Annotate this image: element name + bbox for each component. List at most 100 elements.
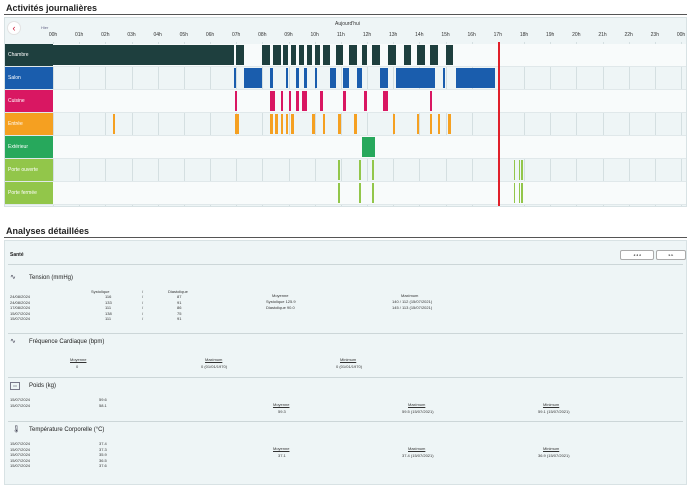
activity-segment[interactable] [521, 160, 523, 180]
timeline-row: Entrée [5, 113, 686, 136]
activity-segment[interactable] [429, 114, 433, 134]
activity-segment[interactable] [338, 160, 340, 180]
activity-segment[interactable] [429, 45, 438, 65]
activity-segment[interactable] [448, 114, 451, 134]
activity-segment[interactable] [364, 91, 367, 111]
activity-segment[interactable] [270, 68, 273, 88]
activity-segment[interactable] [380, 68, 388, 88]
poids-minimum-label: Minimum [543, 402, 560, 407]
hour-tick: 09h [284, 32, 293, 38]
current-time-marker [497, 42, 500, 206]
activity-segment[interactable] [343, 68, 349, 88]
hour-gridline [367, 42, 368, 206]
activity-segment[interactable] [338, 114, 341, 134]
activity-segment[interactable] [312, 114, 315, 134]
activity-timeline: ‹ Hier Aujourd'hui 00h 01h 02h 03h 04h 05h 06h… [4, 17, 687, 207]
activity-segment[interactable] [513, 160, 516, 180]
activity-segment[interactable] [416, 45, 425, 65]
activity-segment[interactable] [353, 114, 357, 134]
hour-tick: 15h [441, 32, 450, 38]
tension-diastolic: 86 [177, 305, 182, 311]
activity-segment[interactable] [416, 114, 420, 134]
divider [8, 264, 683, 265]
activity-segment[interactable] [359, 160, 361, 180]
activity-segment[interactable] [359, 183, 361, 203]
activity-segment[interactable] [322, 114, 326, 134]
previous-day-label[interactable]: Hier [41, 25, 49, 30]
activity-segment[interactable] [403, 45, 412, 65]
activity-segment[interactable] [393, 114, 395, 134]
activity-segment[interactable] [244, 68, 263, 88]
activity-segment[interactable] [291, 45, 297, 65]
activity-segment[interactable] [521, 183, 523, 203]
activity-segment[interactable] [291, 114, 294, 134]
activity-segment[interactable] [322, 45, 331, 65]
activity-segment[interactable] [234, 114, 238, 134]
activity-segment[interactable] [285, 114, 289, 134]
activity-segment[interactable] [296, 68, 299, 88]
activity-segment[interactable] [455, 68, 496, 88]
activity-segment[interactable] [275, 114, 279, 134]
activity-segment[interactable] [298, 45, 305, 65]
activity-segment[interactable] [372, 183, 374, 203]
temperature-value: 37.6 [99, 463, 107, 469]
activity-segment[interactable] [442, 68, 446, 88]
activity-segment[interactable] [314, 68, 318, 88]
tension-systolic: 111 [105, 316, 112, 322]
activity-segment[interactable] [280, 114, 284, 134]
activity-segment[interactable] [372, 160, 374, 180]
activity-segment[interactable] [280, 91, 284, 111]
activity-segment[interactable] [382, 91, 388, 111]
hour-gridline [53, 42, 54, 206]
tension-moyenne-dia: Diastolique 90.0 [266, 305, 295, 310]
activity-segment[interactable] [53, 45, 234, 65]
activity-segment[interactable] [296, 91, 299, 111]
activity-segment[interactable] [330, 68, 336, 88]
activity-segment[interactable] [270, 91, 276, 111]
activity-segment[interactable] [395, 68, 436, 88]
activity-segment[interactable] [113, 114, 115, 134]
hour-gridline [288, 42, 290, 206]
activity-segment[interactable] [437, 114, 441, 134]
activity-segment[interactable] [361, 137, 375, 157]
activity-segment[interactable] [270, 114, 273, 134]
activity-segment[interactable] [288, 91, 292, 111]
activity-segment[interactable] [518, 160, 521, 180]
activity-segment[interactable] [301, 91, 307, 111]
tension-separator: / [142, 305, 144, 311]
hour-gridline [654, 42, 656, 206]
tab-sante[interactable]: Santé [10, 252, 24, 258]
activity-segment[interactable] [272, 45, 281, 65]
activity-segment[interactable] [429, 91, 433, 111]
activity-segment[interactable] [518, 183, 521, 203]
previous-day-button[interactable]: ‹ [7, 21, 21, 35]
hour-gridline [550, 42, 552, 206]
activity-segment[interactable] [361, 45, 367, 65]
activity-segment[interactable] [236, 45, 244, 65]
activity-segment[interactable] [314, 45, 320, 65]
activity-segment[interactable] [387, 45, 396, 65]
activity-segment[interactable] [283, 45, 289, 65]
activity-segment[interactable] [343, 91, 347, 111]
activity-segment[interactable] [445, 45, 454, 65]
activity-segment[interactable] [356, 68, 362, 88]
next-period-button[interactable]: ▸ ▸ [656, 250, 686, 260]
activity-segment[interactable] [262, 45, 271, 65]
activity-segment[interactable] [513, 183, 516, 203]
activity-segment[interactable] [304, 68, 307, 88]
activity-segment[interactable] [319, 91, 323, 111]
hour-gridline [445, 42, 447, 206]
activity-segment[interactable] [306, 45, 313, 65]
hour-tick: 20h [572, 32, 581, 38]
activity-segment[interactable] [372, 45, 381, 65]
activity-segment[interactable] [335, 45, 344, 65]
activity-segment[interactable] [234, 91, 238, 111]
activity-segment[interactable] [236, 114, 239, 134]
hour-tick: 14h [415, 32, 424, 38]
tension-date: 15/07/2024 [10, 316, 31, 322]
activity-segment[interactable] [233, 68, 237, 88]
previous-period-button[interactable]: ◂ ◂ ◂ [620, 250, 654, 260]
activity-segment[interactable] [348, 45, 357, 65]
activity-segment[interactable] [285, 68, 289, 88]
activity-segment[interactable] [338, 183, 340, 203]
